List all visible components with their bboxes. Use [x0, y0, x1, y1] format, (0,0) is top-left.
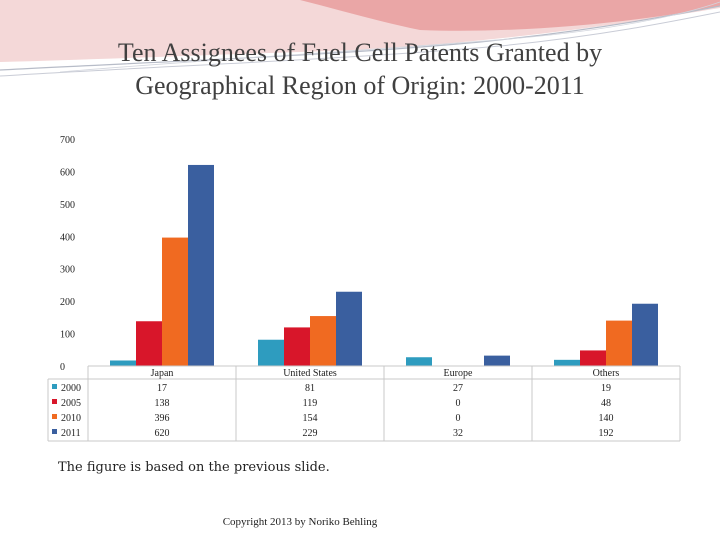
title-line-1: Ten Assignees of Fuel Cell Patents Grant…	[117, 38, 603, 67]
legend-label-2011: 2011	[61, 428, 81, 439]
header-line-2	[0, 11, 720, 77]
y-tick-label: 600	[60, 167, 75, 178]
y-tick-label: 100	[60, 330, 75, 341]
data-label: 19	[601, 383, 611, 394]
y-tick-label: 0	[60, 362, 65, 373]
bar-2011-united-states	[336, 291, 362, 366]
legend-key-2005	[52, 399, 57, 404]
category-label-japan: Japan	[151, 368, 174, 379]
legend-key-2000	[52, 384, 57, 389]
data-label: 119	[303, 398, 318, 409]
bar-2000-europe	[406, 357, 432, 366]
legend-label-2005: 2005	[61, 398, 81, 409]
bar-2010-others	[606, 320, 632, 366]
y-tick-label: 300	[60, 265, 75, 276]
data-label: 154	[303, 413, 318, 424]
header-line-3	[59, 1, 720, 73]
y-tick-label: 200	[60, 297, 75, 308]
y-tick-label: 700	[60, 135, 75, 146]
bar-2011-europe	[484, 355, 510, 366]
page-title: Ten Assignees of Fuel Cell Patents Grant…	[60, 36, 660, 102]
title-line-2: Geographical Region of Origin: 2000-2011	[135, 71, 585, 100]
bar-2011-japan	[188, 164, 214, 366]
data-label: 229	[303, 428, 318, 439]
figure-note: The figure is based on the previous slid…	[58, 460, 330, 475]
bar-2011-others	[632, 303, 658, 366]
data-label: 192	[599, 428, 614, 439]
data-label: 17	[157, 383, 167, 394]
bar-2005-japan	[136, 321, 162, 366]
bar-2000-japan	[110, 360, 136, 366]
legend-label-2000: 2000	[61, 383, 81, 394]
bar-chart: 0 100 200 300 400 500 600 700 Japan United States…	[47, 135, 681, 442]
category-label-europe: Europe	[444, 368, 473, 379]
copyright-text: Copyright 2013 by Noriko Behling	[222, 516, 378, 528]
data-label: 396	[155, 413, 170, 424]
category-label-others: Others	[593, 368, 620, 379]
category-label-united-states: United States	[283, 368, 337, 379]
legend-label-2010: 2010	[61, 413, 81, 424]
data-label: 138	[155, 398, 170, 409]
y-tick-label: 400	[60, 232, 75, 243]
bar-2010-united-states	[310, 316, 336, 366]
header-wave-rose	[300, 0, 720, 31]
legend-key-2010	[52, 414, 57, 419]
bar-2010-japan	[162, 237, 188, 366]
data-label: 32	[453, 428, 463, 439]
bar-2000-others	[554, 359, 580, 366]
data-label: 0	[456, 413, 461, 424]
header-decoration	[0, 0, 720, 77]
data-label: 140	[599, 413, 614, 424]
bar-2005-others	[580, 350, 606, 366]
data-label: 620	[155, 428, 170, 439]
data-label: 0	[456, 398, 461, 409]
header-line-1	[0, 5, 720, 71]
bar-2005-united-states	[284, 327, 310, 366]
data-label: 27	[453, 383, 463, 394]
data-label: 48	[601, 398, 611, 409]
bar-2000-united-states	[258, 339, 284, 366]
data-label: 81	[305, 383, 315, 394]
y-tick-label: 500	[60, 200, 75, 211]
legend-key-2011	[52, 429, 57, 434]
